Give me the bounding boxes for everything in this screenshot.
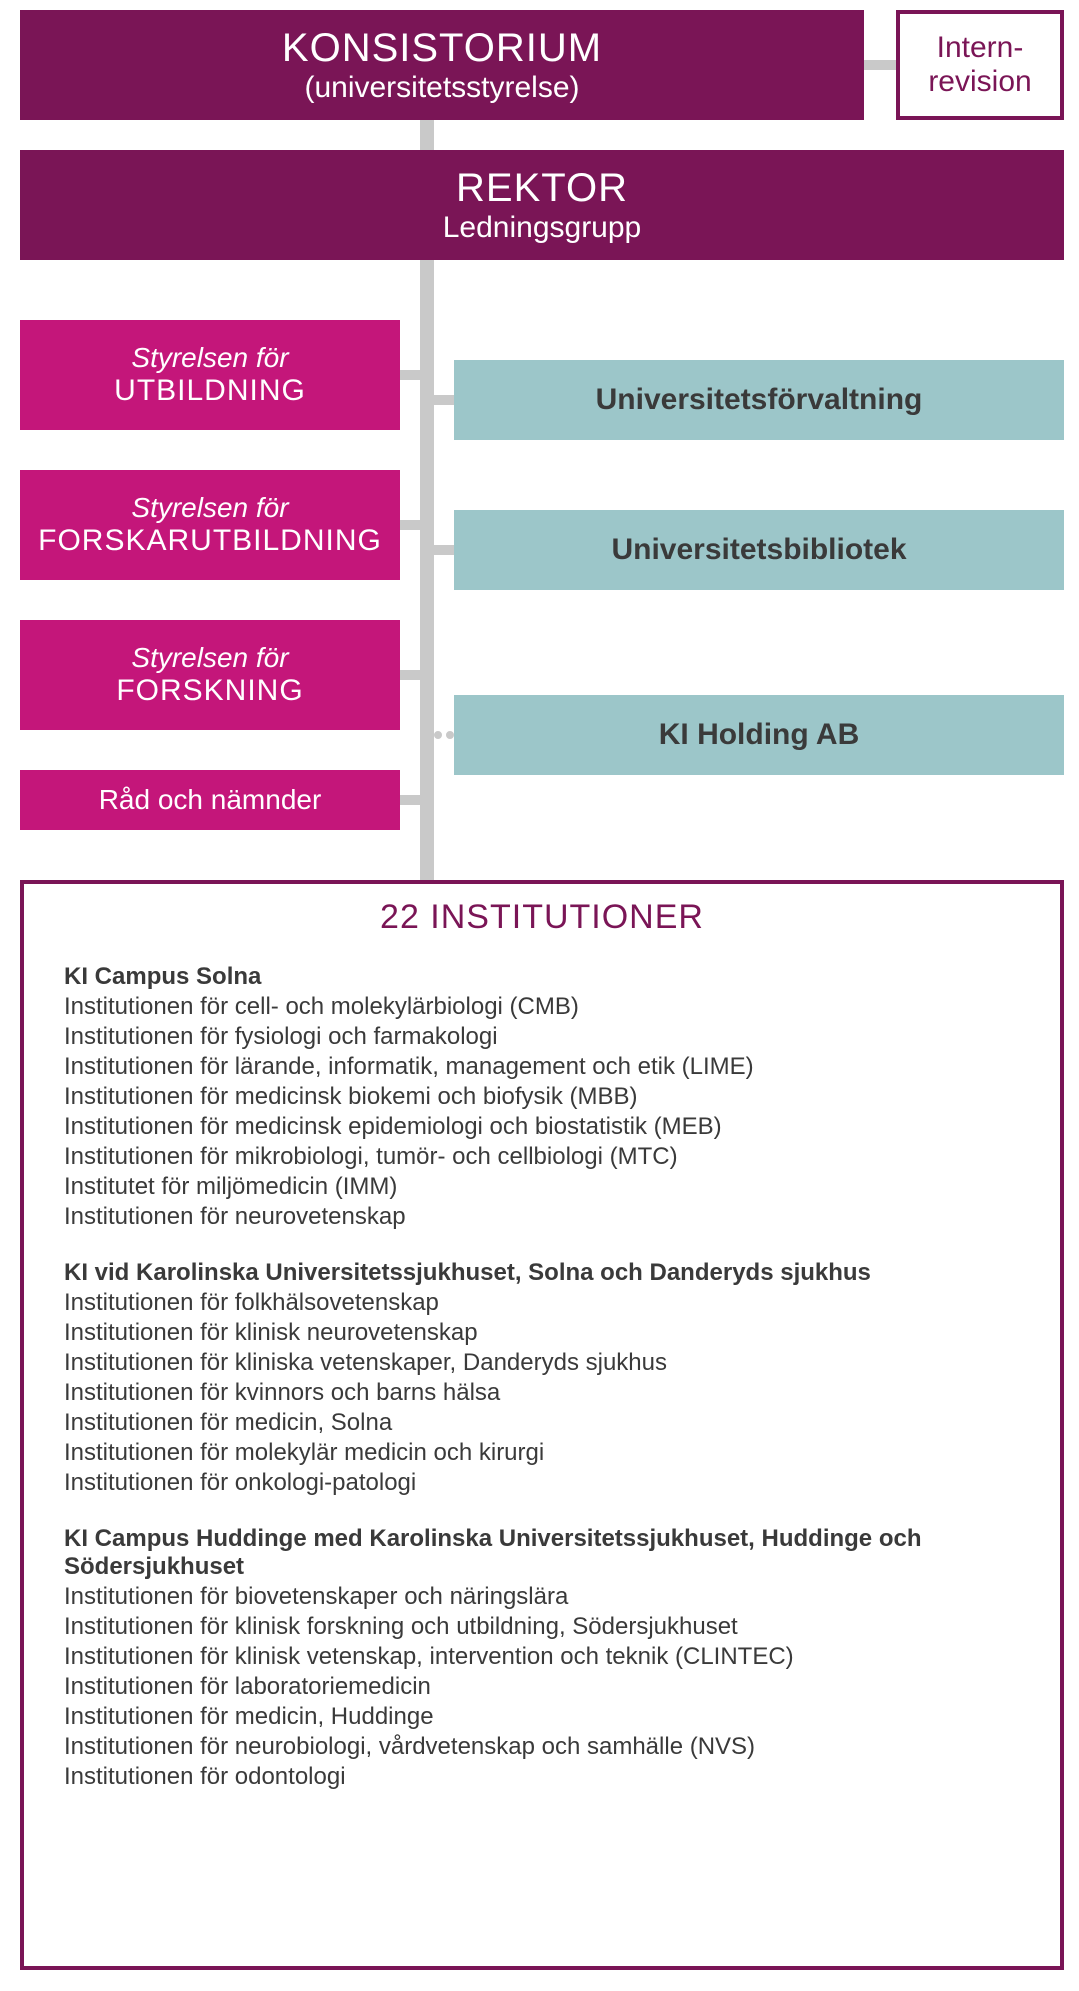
connector-left-1: [400, 520, 420, 530]
institution-item-2-3: Institutionen för laboratoriemedicin: [64, 1673, 1020, 1701]
konsistorium-title: KONSISTORIUM: [282, 26, 602, 71]
institution-item-2-6: Institutionen för odontologi: [64, 1763, 1020, 1791]
rektor-title: REKTOR: [456, 166, 628, 211]
internrevision-box: Intern-revision: [896, 10, 1064, 120]
connector-left-0: [400, 370, 420, 380]
konsistorium-subtitle: (universitetsstyrelse): [304, 71, 579, 105]
institution-item-0-6: Institutet för miljömedicin (IMM): [64, 1173, 1020, 1201]
connector-left-2: [400, 670, 420, 680]
styrelsen-box-1: Styrelsen förFORSKARUTBILDNING: [20, 470, 400, 580]
institution-item-2-1: Institutionen för klinisk forskning och …: [64, 1613, 1020, 1641]
internrevision-line2: revision: [928, 65, 1031, 99]
styrelsen-italic-0: Styrelsen för: [131, 342, 288, 374]
institution-item-0-2: Institutionen för lärande, informatik, m…: [64, 1053, 1020, 1081]
rad-label: Råd och nämnder: [99, 784, 322, 816]
institution-item-1-0: Institutionen för folkhälsovetenskap: [64, 1289, 1020, 1317]
connector-left-3: [400, 795, 420, 805]
right-box-1: Universitetsbibliotek: [454, 510, 1064, 590]
institution-item-2-5: Institutionen för neurobiologi, vårdvete…: [64, 1733, 1020, 1761]
institution-item-1-4: Institutionen för medicin, Solna: [64, 1409, 1020, 1437]
connector-right-dotted: [434, 731, 454, 739]
styrelsen-main-2: FORSKNING: [116, 674, 303, 708]
right-box-2: KI Holding AB: [454, 695, 1064, 775]
connector-right-1: [434, 545, 454, 555]
institution-item-0-1: Institutionen för fysiologi och farmakol…: [64, 1023, 1020, 1051]
styrelsen-box-0: Styrelsen förUTBILDNING: [20, 320, 400, 430]
connector-konsistorium-internrevision: [864, 60, 896, 70]
right-label-2: KI Holding AB: [659, 718, 860, 752]
connector-right-0: [434, 395, 454, 405]
institution-item-2-2: Institutionen för klinisk vetenskap, int…: [64, 1643, 1020, 1671]
institution-item-1-3: Institutionen för kvinnors och barns häl…: [64, 1379, 1020, 1407]
institution-item-0-7: Institutionen för neurovetenskap: [64, 1203, 1020, 1231]
right-label-1: Universitetsbibliotek: [611, 533, 906, 567]
right-label-0: Universitetsförvaltning: [596, 383, 923, 417]
institution-item-1-1: Institutionen för klinisk neurovetenskap: [64, 1319, 1020, 1347]
right-box-0: Universitetsförvaltning: [454, 360, 1064, 440]
institution-item-2-0: Institutionen för biovetenskaper och när…: [64, 1583, 1020, 1611]
rad-box: Råd och nämnder: [20, 770, 400, 830]
konsistorium-box: KONSISTORIUM(universitetsstyrelse): [20, 10, 864, 120]
group-heading-0: KI Campus Solna: [64, 963, 1020, 991]
styrelsen-italic-2: Styrelsen för: [131, 642, 288, 674]
institutions-panel: 22 INSTITUTIONERKI Campus SolnaInstituti…: [20, 880, 1064, 1970]
rektor-box: REKTORLedningsgrupp: [20, 150, 1064, 260]
institution-item-1-5: Institutionen för molekylär medicin och …: [64, 1439, 1020, 1467]
styrelsen-main-0: UTBILDNING: [114, 374, 306, 408]
styrelsen-main-1: FORSKARUTBILDNING: [38, 524, 382, 558]
internrevision-line1: Intern-: [937, 31, 1024, 65]
rektor-subtitle: Ledningsgrupp: [443, 211, 642, 245]
institution-item-0-0: Institutionen för cell- och molekylärbio…: [64, 993, 1020, 1021]
styrelsen-box-2: Styrelsen förFORSKNING: [20, 620, 400, 730]
institutions-body: KI Campus SolnaInstitutionen för cell- o…: [24, 943, 1060, 1823]
institution-item-2-4: Institutionen för medicin, Huddinge: [64, 1703, 1020, 1731]
institution-item-0-5: Institutionen för mikrobiologi, tumör- o…: [64, 1143, 1020, 1171]
institutions-title: 22 INSTITUTIONER: [24, 884, 1060, 943]
institution-item-1-6: Institutionen för onkologi-patologi: [64, 1469, 1020, 1497]
styrelsen-italic-1: Styrelsen för: [131, 492, 288, 524]
institution-item-0-4: Institutionen för medicinsk epidemiologi…: [64, 1113, 1020, 1141]
group-heading-2: KI Campus Huddinge med Karolinska Univer…: [64, 1525, 1020, 1581]
institution-item-0-3: Institutionen för medicinsk biokemi och …: [64, 1083, 1020, 1111]
group-heading-1: KI vid Karolinska Universitetssjukhuset,…: [64, 1259, 1020, 1287]
institution-item-1-2: Institutionen för kliniska vetenskaper, …: [64, 1349, 1020, 1377]
